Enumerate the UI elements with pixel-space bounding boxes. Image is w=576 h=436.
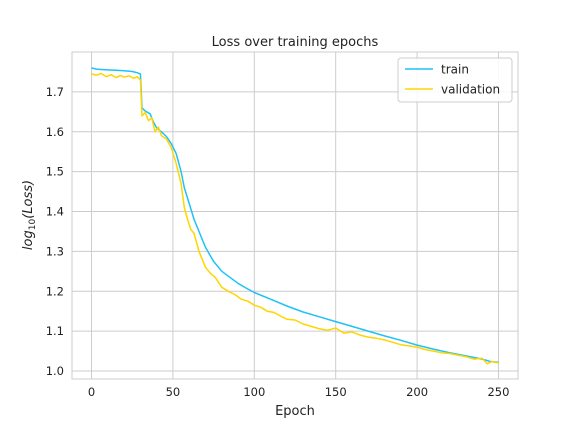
y-tick-label: 1.0 <box>46 364 64 378</box>
chart-title: Loss over training epochs <box>212 35 379 50</box>
plot-frame <box>71 51 519 380</box>
legend-validation-label: validation <box>441 83 500 97</box>
x-tick-label: 200 <box>406 385 428 399</box>
y-tick-label: 1.1 <box>46 324 64 338</box>
y-tick-label: 1.3 <box>46 244 64 258</box>
y-tick-labels: 1.0 1.1 1.2 1.3 1.4 1.5 1.6 1.7 <box>46 85 64 378</box>
x-tick-label: 150 <box>325 385 347 399</box>
series-layer <box>91 67 499 365</box>
y-axis-label-subscript: 10 <box>28 219 38 231</box>
x-tick-label: 0 <box>88 385 95 399</box>
y-tick-label: 1.7 <box>46 85 64 99</box>
y-tick-label: 1.2 <box>46 284 64 298</box>
legend: train validation <box>397 57 513 103</box>
train-series-line <box>91 67 499 364</box>
y-tick-label: 1.6 <box>46 125 64 139</box>
y-axis-label-argument: (Loss) <box>21 180 36 219</box>
y-tick-label: 1.4 <box>46 205 64 219</box>
y-tick-label: 1.5 <box>46 165 64 179</box>
validation-series-line <box>91 72 499 365</box>
x-tick-label: 250 <box>487 385 509 399</box>
legend-train-label: train <box>441 63 469 77</box>
y-axis-label-base: log <box>21 230 36 250</box>
grid <box>72 52 518 379</box>
plot-area <box>72 52 518 379</box>
x-tick-label: 100 <box>243 385 265 399</box>
x-tick-label: 50 <box>166 385 181 399</box>
x-axis-label: Epoch <box>275 404 315 419</box>
y-axis-label: log10(Loss) <box>21 180 38 250</box>
x-tick-labels: 0 50 100 150 200 250 <box>88 385 510 399</box>
